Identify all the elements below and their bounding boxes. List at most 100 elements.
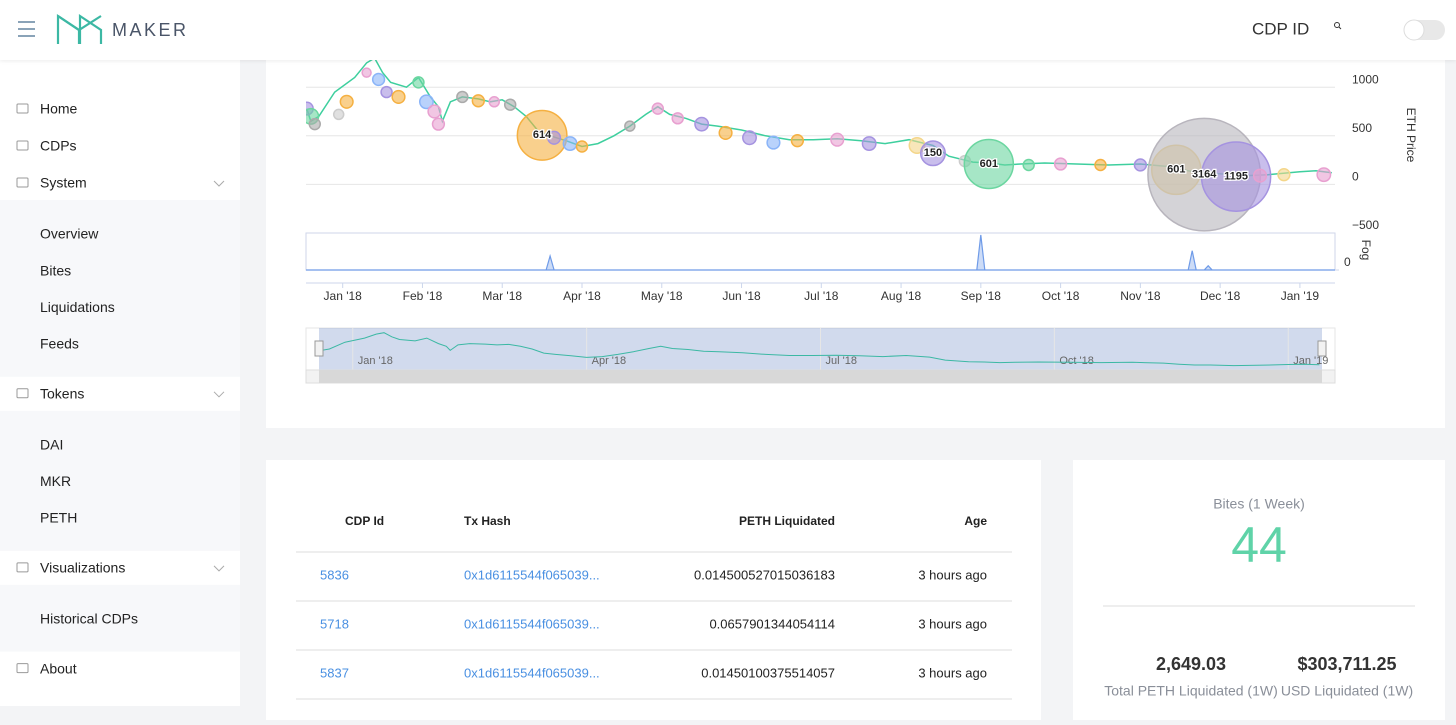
nav-item[interactable]: Home — [40, 101, 78, 117]
nav-subitem[interactable]: MKR — [40, 473, 71, 489]
fog-area — [306, 234, 1335, 271]
x-tick-label: Aug '18 — [881, 289, 922, 303]
column-header: Tx Hash — [464, 514, 511, 528]
nav-icon — [16, 177, 29, 188]
search-icon[interactable] — [1334, 22, 1342, 30]
bubble[interactable] — [471, 94, 485, 108]
bubble[interactable] — [624, 120, 636, 132]
bubble[interactable] — [1053, 157, 1068, 171]
x-tick-label: Jan '19 — [1281, 289, 1320, 303]
nav-icon — [16, 562, 29, 573]
cell-link[interactable]: 0x1d6115544f065039... — [464, 616, 600, 631]
bubble[interactable] — [694, 116, 710, 132]
navigator-label: Apr '18 — [592, 355, 627, 367]
bubble[interactable] — [1133, 158, 1148, 172]
nav-subitem[interactable]: Historical CDPs — [40, 611, 138, 627]
bubble[interactable] — [431, 117, 446, 131]
nav-subitem[interactable]: Feeds — [40, 336, 79, 352]
y-tick-label: 1000 — [1352, 72, 1379, 86]
bubble[interactable] — [562, 136, 578, 152]
bubble[interactable] — [1252, 168, 1268, 183]
bubble[interactable] — [456, 90, 469, 104]
column-header: CDP Id — [345, 514, 384, 528]
cell-link[interactable]: 5718 — [320, 616, 349, 631]
icon-shape — [16, 103, 29, 114]
cell-link[interactable]: 5836 — [320, 567, 349, 582]
header: MAKER CDP ID — [0, 0, 1456, 60]
bubble[interactable] — [503, 98, 517, 111]
bubble[interactable] — [575, 140, 589, 153]
bubble[interactable] — [651, 102, 665, 115]
scrollbar-thumb[interactable] — [319, 370, 1322, 383]
bubble[interactable] — [418, 94, 434, 110]
bubble[interactable] — [391, 89, 406, 105]
bubble[interactable] — [427, 104, 442, 119]
icon-shape — [16, 388, 29, 399]
bubble[interactable] — [1094, 158, 1107, 172]
nav-item[interactable]: System — [40, 175, 87, 191]
x-tick-label: May '18 — [641, 289, 683, 303]
bubble[interactable] — [1277, 168, 1291, 182]
bubble[interactable] — [861, 136, 877, 152]
bubble[interactable] — [1022, 158, 1035, 172]
bubble[interactable] — [380, 85, 393, 99]
nav-subitem[interactable]: Liquidations — [40, 299, 115, 315]
bubble[interactable] — [339, 94, 354, 109]
bubble[interactable] — [516, 109, 568, 161]
bubble[interactable] — [547, 130, 562, 145]
nav-icon — [16, 140, 29, 151]
bubble[interactable] — [332, 108, 345, 121]
navigator-handle[interactable] — [1317, 340, 1327, 357]
bubble[interactable] — [790, 134, 805, 148]
navigator-handle[interactable] — [314, 340, 324, 357]
brand[interactable]: MAKER — [112, 20, 189, 40]
bubble[interactable] — [766, 135, 781, 150]
column-header: PETH Liquidated — [739, 514, 835, 528]
bubble[interactable] — [308, 117, 322, 131]
navigator-label: Oct '18 — [1059, 355, 1094, 367]
sidebar: Home CDPs System Overview Bites Liquidations F… — [0, 60, 240, 706]
nav-item[interactable]: Tokens — [40, 386, 84, 402]
toggle[interactable] — [1403, 19, 1445, 41]
cell-link[interactable]: 0x1d6115544f065039... — [464, 665, 600, 680]
cell-link[interactable]: 5837 — [320, 665, 349, 680]
nav-item[interactable]: CDPs — [40, 138, 77, 154]
cell: 0.01450100375514057 — [701, 665, 835, 680]
bubble[interactable] — [361, 67, 372, 78]
icon-shape — [16, 140, 29, 151]
y-tick-label: −500 — [1352, 218, 1379, 232]
nav-item[interactable]: About — [40, 660, 77, 676]
stat-value: 2,649.03 — [1156, 654, 1226, 674]
bubble[interactable] — [488, 96, 501, 108]
bubble[interactable] — [963, 138, 1015, 190]
bubble[interactable] — [919, 140, 946, 167]
search-label[interactable]: CDP ID — [1252, 19, 1309, 38]
bubble[interactable] — [671, 112, 684, 125]
y-tick-label: 500 — [1352, 121, 1372, 135]
nav-item[interactable]: Visualizations — [40, 560, 125, 576]
bubble[interactable] — [718, 125, 733, 140]
chevron[interactable] — [213, 391, 225, 398]
menu-icon[interactable] — [18, 21, 35, 37]
stat-label: Total PETH Liquidated (1W) — [1104, 683, 1278, 699]
bubble[interactable] — [371, 72, 386, 87]
bubble[interactable] — [1316, 167, 1332, 183]
x-tick-label: Nov '18 — [1120, 289, 1161, 303]
cell-link[interactable]: 0x1d6115544f065039... — [464, 567, 600, 582]
chevron[interactable] — [213, 565, 225, 572]
bubble[interactable] — [830, 132, 845, 147]
nav-subitem[interactable]: Bites — [40, 262, 71, 278]
bubble[interactable] — [1200, 141, 1272, 212]
x-tick-label: Dec '18 — [1200, 289, 1241, 303]
bubble[interactable] — [742, 130, 757, 146]
bubble[interactable] — [412, 76, 425, 89]
table: CDP Id Tx Hash PETH Liquidated Age 5836 0x1d6… — [296, 514, 1012, 700]
stat-value: $303,711.25 — [1297, 654, 1396, 674]
submenu-bg — [0, 200, 240, 377]
bubble-label: 3164 — [1192, 169, 1217, 181]
nav-subitem[interactable]: DAI — [40, 437, 63, 453]
nav-subitem[interactable]: Overview — [40, 226, 99, 242]
nav-subitem[interactable]: PETH — [40, 510, 77, 526]
x-tick-label: Sep '18 — [961, 289, 1002, 303]
chevron[interactable] — [213, 180, 225, 187]
